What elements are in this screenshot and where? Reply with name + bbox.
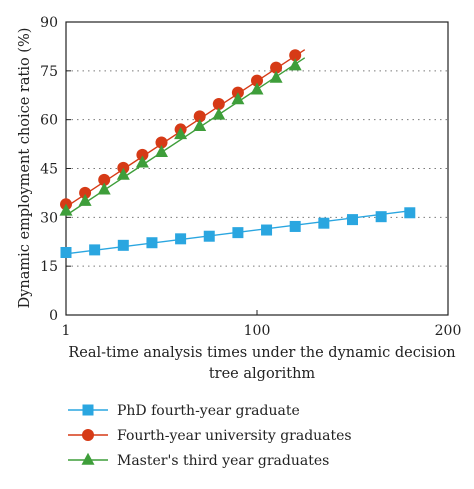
data-point-series-1 [251, 74, 263, 87]
data-point-series-1 [155, 136, 168, 149]
data-point-series-2 [174, 127, 188, 140]
y-axis-label: Dynamic employment choice ratio (%) [17, 28, 33, 309]
data-point-series-0 [232, 227, 244, 239]
data-point-series-2 [288, 58, 302, 71]
data-point-series-2 [193, 118, 207, 131]
x-tick-label: 1 [62, 323, 71, 339]
data-point-series-0 [318, 217, 330, 229]
data-point-series-0 [146, 237, 158, 249]
legend-marker-0 [82, 404, 94, 416]
tick-labels: 0 15 30 45 60 75 90 1 100 200 [40, 15, 461, 339]
legend-label-1: Fourth-year university graduates [117, 428, 352, 444]
y-tick-label: 60 [40, 113, 58, 129]
x-axis-label-line-2: tree algorithm [209, 366, 316, 382]
x-tick-label: 200 [435, 323, 462, 339]
legend-marker-1 [82, 429, 94, 441]
data-point-series-1 [212, 98, 225, 111]
data-point-series-0 [175, 233, 187, 245]
data-point-series-2 [269, 70, 283, 83]
data-point-series-1 [79, 186, 92, 199]
data-point-series-2 [250, 82, 264, 95]
data-point-series-0 [289, 220, 301, 232]
legend-label-2: Master's third year graduates [117, 453, 329, 469]
y-tick-label: 0 [49, 308, 58, 324]
data-point-series-0 [60, 246, 72, 258]
data-point-series-0 [89, 244, 101, 256]
y-tick-label: 15 [40, 259, 58, 275]
data-point-series-2 [231, 92, 245, 105]
axes [65, 21, 449, 316]
legend: PhD fourth-year graduate Fourth-year univ… [68, 403, 352, 469]
data-point-series-1 [289, 49, 302, 62]
y-tick-label: 45 [40, 162, 58, 178]
data-point-series-2 [135, 155, 149, 168]
data-point-series-2 [78, 193, 92, 206]
legend-label-0: PhD fourth-year graduate [117, 403, 300, 419]
legend-marker-2 [81, 452, 95, 465]
y-tick-label: 75 [40, 64, 58, 80]
x-tick-label: 100 [244, 323, 271, 339]
data-point-series-0 [203, 230, 215, 242]
data-point-series-0 [404, 207, 416, 219]
data-point-series-0 [375, 211, 387, 223]
data-point-series-2 [116, 167, 130, 180]
data-point-series-1 [193, 110, 206, 123]
data-point-series-2 [59, 203, 73, 216]
data-point-series-0 [261, 224, 273, 236]
data-point-series-1 [98, 173, 111, 186]
y-tick-label: 90 [40, 15, 58, 31]
fit-lines [65, 49, 410, 255]
data-point-series-2 [97, 182, 111, 195]
y-tick-label: 30 [40, 210, 58, 226]
data-point-series-0 [347, 214, 358, 226]
data-marks [59, 49, 416, 258]
data-point-series-2 [155, 145, 168, 158]
data-point-series-2 [212, 107, 226, 120]
data-point-series-0 [117, 239, 129, 251]
data-point-series-1 [136, 148, 149, 161]
x-axis-label-line-1: Real-time analysis times under the dynam… [68, 345, 455, 361]
data-point-series-1 [270, 61, 283, 74]
